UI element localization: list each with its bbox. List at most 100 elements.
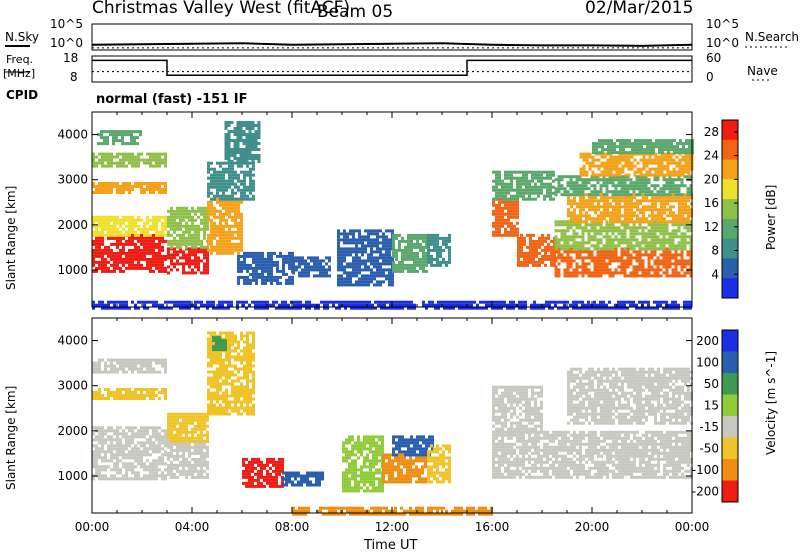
power-cell [629,253,633,257]
power-cell [563,187,567,191]
power-cell [566,241,570,245]
power-cell [113,242,116,246]
power-cell [436,251,439,255]
power-cell [254,142,258,145]
power-cell [576,205,579,209]
power-cell [605,306,608,310]
power-cell [594,164,598,168]
power-cell [119,221,122,225]
power-cell [230,148,234,151]
power-cell [325,274,328,278]
power-cell [572,190,576,194]
power-cell [593,247,597,251]
power-cell [575,244,579,248]
power-cell [626,274,630,278]
power-cell [225,188,228,192]
power-cell [401,248,404,252]
power-cell [119,269,122,273]
velocity-cell [116,462,119,466]
power-cell [576,202,579,206]
power-cell [231,200,234,204]
power-cell [544,239,547,243]
power-cell [233,127,237,130]
power-cell [401,257,404,261]
power-cell [620,300,623,304]
power-cell [620,223,624,227]
power-cell [674,223,678,227]
power-cell [314,303,317,307]
power-cell [670,148,673,152]
power-cell [307,262,310,266]
power-cell [575,247,579,251]
power-cell [231,188,234,192]
power-cell [642,164,646,168]
power-cell [587,181,591,185]
power-cell [575,232,579,236]
power-cell [98,158,101,162]
power-cell [572,259,576,263]
power-cell [116,306,119,310]
power-cell [258,266,261,270]
power-cell [285,272,288,276]
power-cell [98,236,101,240]
power-cell [433,236,436,240]
power-cell [246,263,249,267]
power-cell [662,250,666,254]
power-cell [233,154,237,157]
power-cell [340,277,343,281]
power-cell [270,254,273,258]
power-cell [506,303,509,307]
power-cell [251,121,255,124]
power-cell [645,205,648,209]
power-cell [206,250,209,254]
power-cell [231,197,234,201]
power-cell [510,215,513,219]
power-cell [673,145,676,149]
power-cell [131,221,134,225]
power-cell [566,181,570,185]
power-cell [599,262,603,266]
power-cell [677,184,681,188]
power-cell [119,188,122,191]
power-cell [662,265,666,269]
power-cell [665,232,669,236]
power-cell [587,193,591,197]
velocity-cell [158,462,161,466]
power-cell [620,181,624,185]
power-cell [225,185,228,189]
power-cell [295,256,298,260]
power-cell [278,306,281,310]
power-cell [176,212,179,216]
power-cell [301,256,304,260]
power-cell [224,139,228,142]
power-cell [267,251,270,255]
power-cell [419,242,422,246]
power-cell [661,145,664,149]
velocity-cell [122,447,125,451]
power-cell [233,130,237,133]
velocity-cell [92,459,95,463]
power-cell [618,202,621,206]
velocity-cell [116,468,119,472]
power-cell [659,244,663,248]
power-cell [500,300,503,304]
power-cell [666,164,670,168]
power-cell [213,236,216,240]
power-cell [373,271,376,275]
power-cell [604,142,607,146]
velocity-cell [92,456,95,460]
velocity-cell [98,465,101,469]
power-cell [216,197,219,201]
power-cell [298,256,301,260]
power-cell [560,235,564,239]
power-cell [237,242,240,246]
power-cell [203,221,206,225]
power-cell [127,142,130,146]
power-cell [227,139,231,142]
power-cell [647,229,651,233]
power-cell [257,127,261,130]
power-cell [581,271,585,275]
power-cell [683,262,687,266]
power-cell [104,269,107,273]
power-cell [173,212,176,216]
